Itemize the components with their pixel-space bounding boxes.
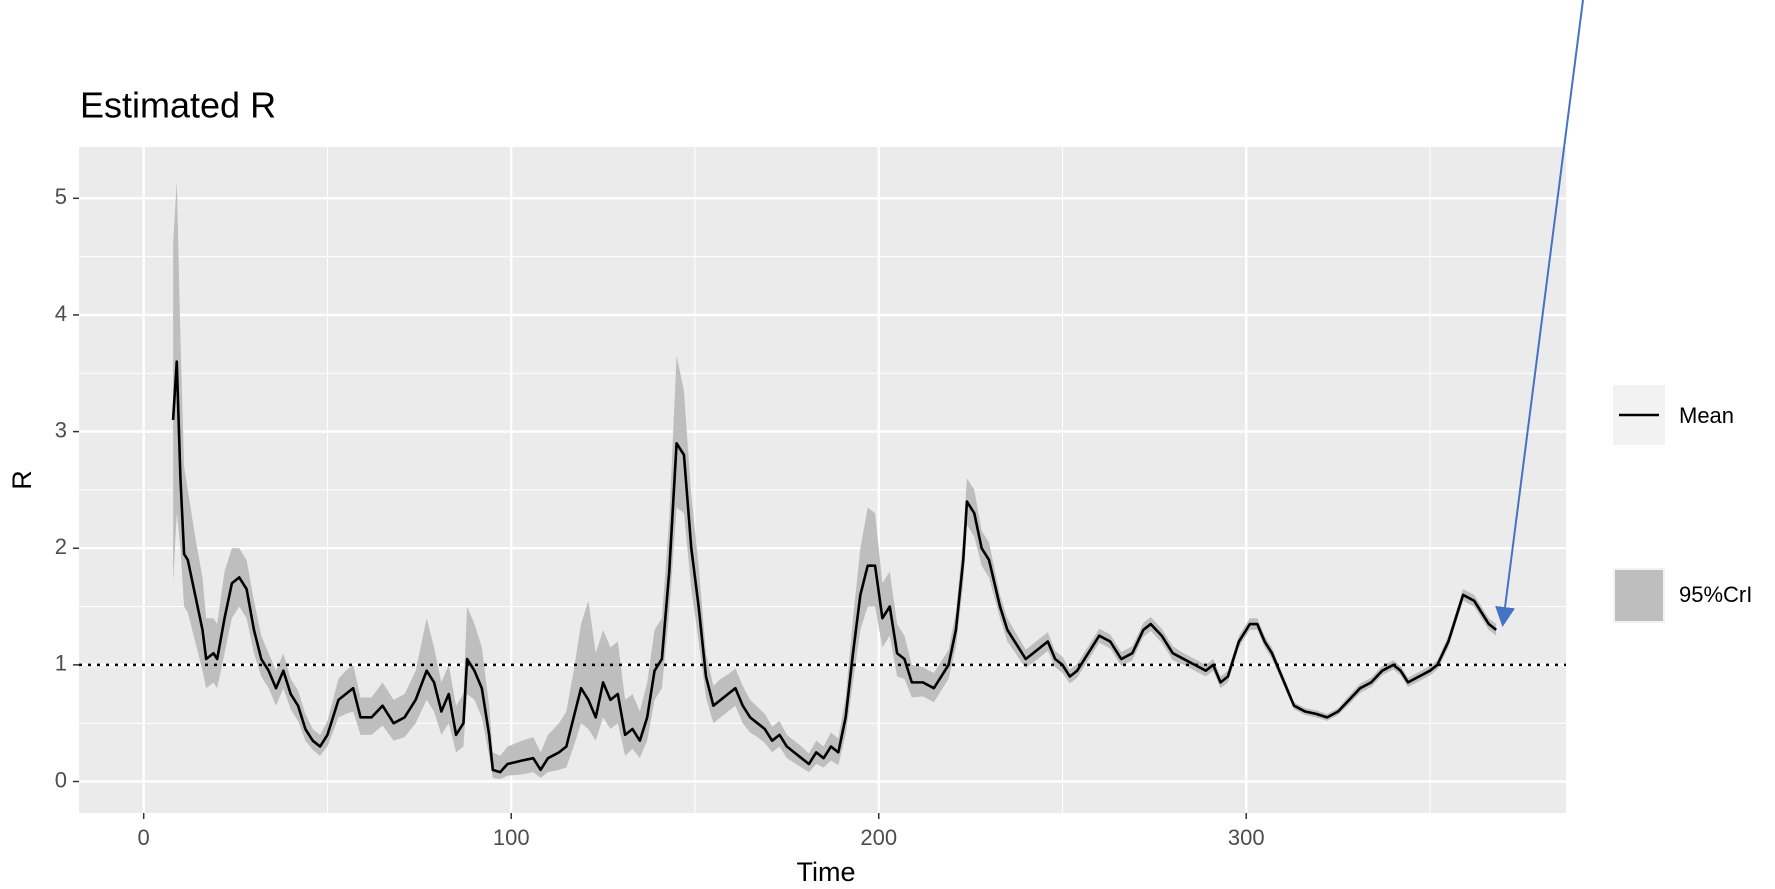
annotation-arrow xyxy=(1495,0,1584,627)
y-tick-label: 3 xyxy=(55,417,67,442)
y-tick-label: 2 xyxy=(55,534,67,559)
x-tick-label: 300 xyxy=(1228,825,1265,850)
x-tick-label: 200 xyxy=(860,825,897,850)
credible-band xyxy=(173,180,1497,780)
x-tick-label: 100 xyxy=(493,825,530,850)
y-tick-label: 5 xyxy=(55,184,67,209)
x-axis-label: Time xyxy=(797,857,856,887)
legend-label: 95%CrI xyxy=(1679,582,1752,607)
chart-title: Estimated R xyxy=(80,85,276,126)
y-tick-label: 0 xyxy=(55,767,67,792)
mean-line xyxy=(171,360,1497,774)
x-tick-label: 0 xyxy=(138,825,150,850)
legend-swatch xyxy=(1615,570,1663,621)
y-tick-label: 1 xyxy=(55,651,67,676)
y-tick-label: 4 xyxy=(55,301,67,326)
legend-label: Mean xyxy=(1679,403,1734,428)
y-axis-label: R xyxy=(7,470,37,490)
panel xyxy=(79,147,1566,813)
